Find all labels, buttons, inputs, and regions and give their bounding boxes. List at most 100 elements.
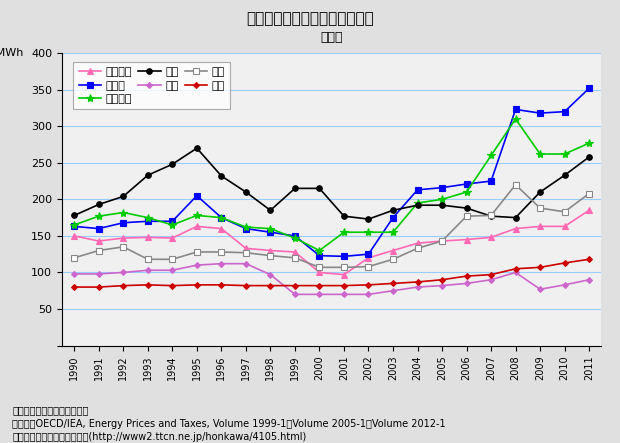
日本 [438,202,446,208]
イタリア [536,152,544,157]
フランス [438,238,446,244]
日本 [71,213,78,218]
日本 [536,190,544,195]
日本 [365,217,372,222]
Text: （出所）社会実情データ図録(http://www2.ttcn.ne.jp/honkawa/4105.html): （出所）社会実情データ図録(http://www2.ttcn.ne.jp/hon… [12,432,307,442]
イタリア [561,152,569,157]
韓国 [585,277,593,283]
米国 [438,277,446,283]
米国 [561,260,569,266]
米国 [316,283,323,288]
ドイツ [316,253,323,258]
ドイツ [218,215,225,220]
英国 [585,191,593,196]
フランス [561,224,569,229]
日本 [487,214,495,219]
ドイツ [487,179,495,184]
Legend: フランス, ドイツ, イタリア, 日本, 韓国, 英国, 米国: フランス, ドイツ, イタリア, 日本, 韓国, 英国, 米国 [73,62,231,109]
日本 [242,190,250,195]
英国 [267,253,274,258]
英国 [169,256,176,262]
韓国 [193,262,200,268]
英国 [536,206,544,211]
韓国 [144,268,151,273]
イタリア [193,213,200,218]
Line: 英国: 英国 [71,182,592,270]
ドイツ [95,226,102,231]
韓国 [438,283,446,288]
フランス [218,226,225,231]
ドイツ [291,233,299,239]
フランス [242,246,250,251]
イタリア [365,229,372,235]
英国 [316,264,323,270]
米国 [242,283,250,288]
フランス [71,233,78,239]
英国 [242,250,250,255]
ドイツ [365,252,372,257]
ドイツ [71,224,78,229]
ドイツ [536,110,544,116]
韓国 [242,261,250,266]
米国 [512,266,520,272]
米国 [120,283,127,288]
韓国 [120,270,127,275]
イタリア [463,190,471,195]
フランス [267,248,274,253]
英国 [561,209,569,214]
ドイツ [389,215,397,220]
イタリア [71,222,78,228]
フランス [463,237,471,242]
韓国 [267,272,274,277]
米国 [169,283,176,288]
フランス [95,238,102,244]
英国 [438,238,446,244]
英国 [193,249,200,255]
米国 [291,283,299,288]
Line: ドイツ: ドイツ [71,85,592,259]
英国 [120,244,127,249]
英国 [144,256,151,262]
日本 [95,202,102,207]
フランス [340,272,348,277]
韓国 [218,261,225,266]
Line: 韓国: 韓国 [72,261,591,296]
ドイツ [242,226,250,231]
イタリア [389,229,397,235]
Text: （図表２）電気料金の国際比較: （図表２）電気料金の国際比較 [246,11,374,26]
英国 [218,249,225,255]
イタリア [414,200,421,206]
英国 [512,182,520,187]
英国 [71,255,78,260]
フランス [512,226,520,231]
米国 [414,279,421,284]
ドイツ [463,181,471,187]
イタリア [438,197,446,202]
米国 [193,282,200,288]
Line: 米国: 米国 [72,257,591,289]
ドイツ [340,254,348,259]
米国 [144,282,151,288]
日本 [267,208,274,213]
ドイツ [193,193,200,198]
韓国 [414,284,421,290]
米国 [389,281,397,286]
韓国 [169,268,176,273]
日本 [169,162,176,167]
米国 [536,264,544,270]
英国 [95,248,102,253]
イタリア [169,222,176,228]
英国 [291,255,299,260]
イタリア [218,215,225,220]
ドイツ [144,219,151,224]
韓国 [71,271,78,276]
イタリア [242,225,250,230]
日本 [144,173,151,178]
ドイツ [438,185,446,190]
米国 [340,283,348,288]
イタリア [340,229,348,235]
ドイツ [169,219,176,224]
ドイツ [414,187,421,193]
ドイツ [267,229,274,235]
韓国 [561,282,569,288]
